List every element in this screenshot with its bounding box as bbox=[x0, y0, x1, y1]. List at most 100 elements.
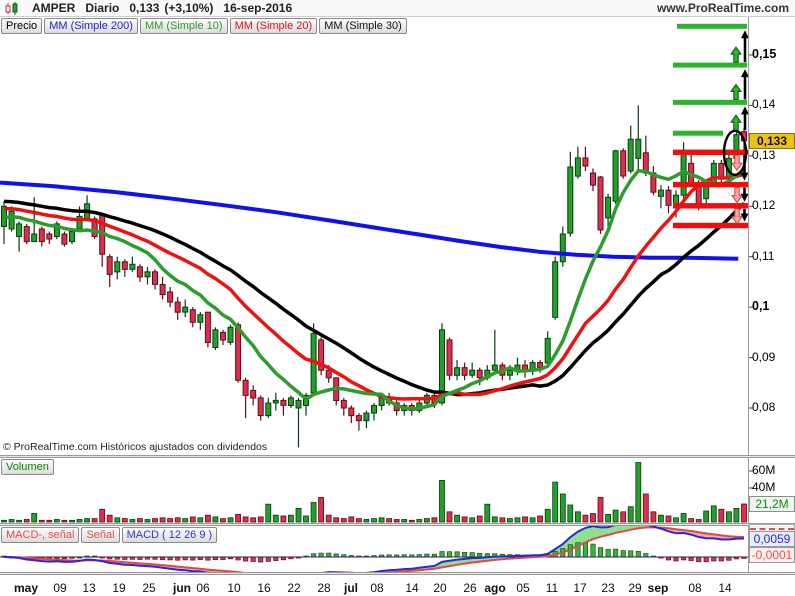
macd-histogram-bar bbox=[703, 556, 709, 563]
volume-bar bbox=[84, 518, 90, 523]
panel-divider[interactable] bbox=[0, 572, 795, 575]
time-axis-month-label: jul bbox=[344, 581, 358, 595]
support-level-bar bbox=[673, 203, 748, 209]
candle bbox=[53, 221, 60, 240]
volume-bar bbox=[454, 514, 461, 523]
macd-histogram-bar bbox=[643, 553, 649, 558]
macd-histogram-bar bbox=[628, 550, 634, 558]
time-axis-day-label: 08 bbox=[688, 581, 702, 595]
support-level-bar bbox=[673, 149, 748, 155]
volume-bar bbox=[423, 518, 430, 523]
volume-bar bbox=[741, 503, 747, 523]
candle bbox=[371, 403, 377, 421]
volume-bar bbox=[446, 511, 453, 523]
volume-bar bbox=[144, 519, 151, 523]
volume-bar bbox=[597, 497, 604, 523]
volume-bar bbox=[121, 518, 128, 523]
candle bbox=[46, 231, 53, 245]
time-axis-day-label: 25 bbox=[142, 581, 156, 595]
black-up-arrowhead bbox=[741, 106, 749, 115]
green-up-arrow bbox=[730, 114, 742, 131]
volume-bar bbox=[605, 514, 611, 523]
price-axis-label: 0,11 bbox=[752, 248, 775, 263]
time-axis-day-label: 26 bbox=[463, 581, 477, 595]
candle bbox=[152, 269, 158, 290]
volume-bar bbox=[552, 481, 559, 523]
candle bbox=[544, 331, 551, 366]
candle bbox=[129, 256, 136, 272]
macd-histogram-bar bbox=[477, 552, 483, 558]
highlight-ellipse bbox=[722, 129, 748, 177]
candle bbox=[212, 327, 219, 350]
candle bbox=[552, 256, 559, 320]
time-axis-month-label: sep bbox=[647, 581, 669, 595]
volume-bar bbox=[680, 513, 687, 523]
volume-bar bbox=[280, 515, 287, 523]
macd-histogram-bar bbox=[318, 552, 324, 558]
volume-bar bbox=[16, 519, 23, 523]
candle bbox=[318, 337, 325, 376]
volume-bar bbox=[529, 517, 536, 523]
legend-button-4[interactable]: MM (Simple 30) bbox=[319, 18, 407, 34]
candle bbox=[61, 231, 68, 247]
mm30-line bbox=[3, 199, 746, 397]
candle bbox=[182, 299, 189, 318]
volume-bar bbox=[537, 515, 543, 523]
volume-bar bbox=[272, 514, 279, 523]
candle bbox=[612, 149, 619, 204]
macd-legend-button-0[interactable]: MACD-, señal bbox=[1, 527, 80, 543]
candle bbox=[363, 410, 370, 429]
macd-legend-button-2[interactable]: MACD ( 12 26 9 ) bbox=[121, 527, 218, 543]
volume-bar bbox=[612, 509, 619, 523]
macd-chart-canvas[interactable] bbox=[0, 526, 795, 572]
candle bbox=[582, 146, 589, 171]
price-chart-canvas[interactable] bbox=[0, 17, 795, 456]
volume-chart-canvas[interactable] bbox=[0, 458, 795, 523]
panel-divider[interactable] bbox=[0, 523, 795, 526]
macd-histogram-bar bbox=[439, 551, 445, 558]
legend-button-1[interactable]: MM (Simple 200) bbox=[44, 18, 138, 34]
macd-histogram-bar bbox=[597, 547, 604, 558]
time-axis-day-label: 28 bbox=[317, 581, 331, 595]
candle bbox=[665, 186, 672, 214]
title-bar: AMPER Diario 0,133 (+3,10%) 16-sep-2016 … bbox=[0, 0, 795, 17]
volume-bar bbox=[325, 514, 332, 523]
macd-legend-button-1[interactable]: Señal bbox=[81, 527, 120, 543]
volume-bar bbox=[182, 518, 189, 523]
panel-divider[interactable] bbox=[0, 455, 795, 458]
volume-bar bbox=[620, 511, 627, 523]
candle bbox=[567, 151, 574, 237]
black-up-arrowhead bbox=[741, 30, 749, 39]
volume-bar bbox=[431, 517, 438, 523]
candle bbox=[590, 168, 596, 192]
copyright-note: © ProRealTime.com Históricos ajustados c… bbox=[3, 441, 268, 453]
volume-bar bbox=[167, 518, 174, 523]
price-axis-label: 0,14 bbox=[752, 97, 776, 112]
legend-button-2[interactable]: MM (Simple 10) bbox=[139, 18, 228, 34]
volume-bar bbox=[136, 518, 143, 523]
macd-histogram-bar bbox=[620, 550, 626, 558]
macd-histogram-bar bbox=[446, 551, 453, 558]
volume-bar bbox=[476, 515, 483, 523]
session-date: 16-sep-2016 bbox=[223, 1, 293, 15]
price-axis-label: 0,09 bbox=[752, 349, 776, 364]
candle bbox=[136, 264, 143, 282]
time-axis-month-label: may bbox=[13, 581, 39, 595]
volume-bar bbox=[378, 517, 385, 523]
volume-last-value-box: 21,2M bbox=[749, 496, 795, 512]
legend-button-0[interactable]: Precio bbox=[1, 18, 43, 34]
volume-bar bbox=[54, 519, 60, 523]
volume-button[interactable]: Volumen bbox=[1, 459, 54, 475]
candle bbox=[220, 329, 226, 345]
volume-bar bbox=[23, 519, 30, 523]
time-axis-day-label: 06 bbox=[196, 581, 210, 595]
volume-bar bbox=[152, 518, 158, 523]
volume-bar bbox=[204, 514, 211, 523]
candlestick-pair-icon bbox=[4, 1, 22, 15]
legend-button-3[interactable]: MM (Simple 20) bbox=[229, 18, 318, 34]
resistance-level-bar bbox=[677, 23, 747, 29]
time-axis-day-label: 13 bbox=[82, 581, 96, 595]
mm200-line bbox=[0, 180, 739, 261]
volume-bar bbox=[212, 516, 219, 523]
